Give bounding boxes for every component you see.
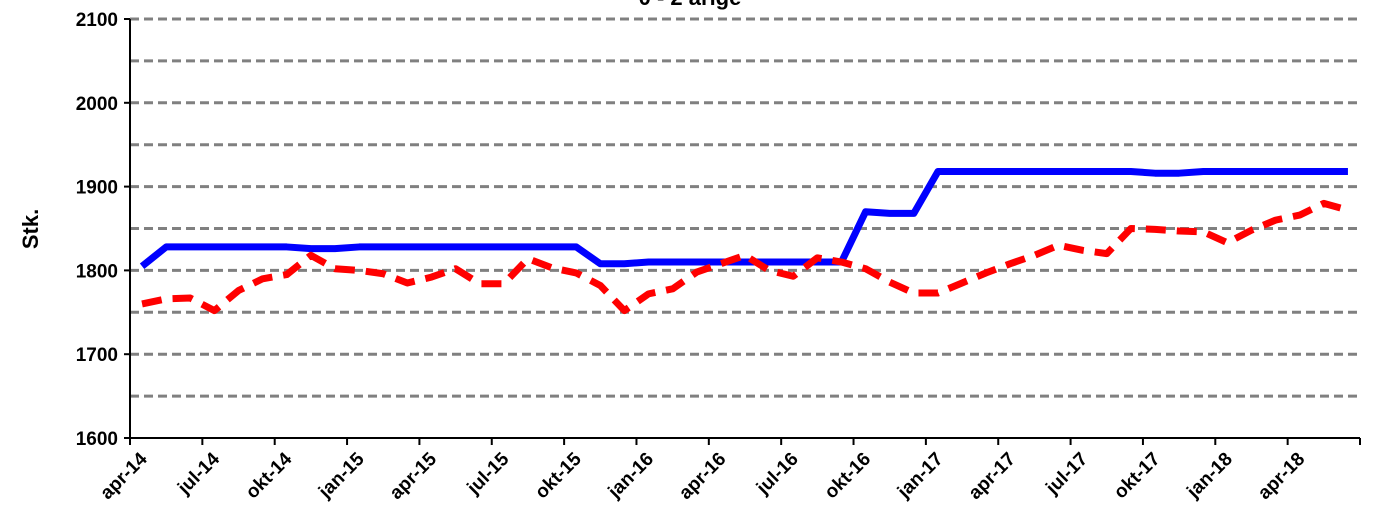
x-tick-label: okt-14 [242, 448, 297, 503]
chart-title: 0 - 2 årige [639, 0, 742, 10]
x-tick-label: jul-15 [463, 448, 514, 499]
x-tick-label: jan-15 [314, 448, 369, 503]
x-tick-label: apr-18 [1254, 449, 1309, 504]
y-axis-label: Stk. [18, 209, 43, 249]
x-tick-label: jul-16 [752, 449, 803, 500]
x-tick-label: okt-15 [531, 448, 586, 503]
series-line [139, 168, 1348, 269]
x-tick-label: jan-16 [604, 449, 658, 503]
x-tick-label: jan-18 [1182, 449, 1236, 503]
y-tick-label: 1600 [76, 429, 118, 450]
x-tick-label: apr-14 [96, 448, 151, 503]
y-tick-label: 2000 [76, 94, 118, 115]
y-tick-label: 2100 [76, 10, 118, 31]
x-tick-label: jul-17 [1042, 449, 1093, 500]
x-tick-label: apr-16 [675, 449, 730, 504]
x-tick-label: okt-16 [821, 449, 875, 503]
series-line [141, 199, 1349, 315]
y-tick-label: 1900 [76, 178, 118, 199]
x-tick-label: okt-17 [1110, 449, 1164, 503]
x-tick-label: jan-17 [893, 449, 947, 503]
x-tick-label: apr-17 [965, 449, 1020, 504]
y-tick-label: 1800 [76, 261, 118, 282]
x-tick-label: jul-14 [173, 448, 224, 499]
y-tick-label: 1700 [76, 345, 118, 366]
x-tick-label: apr-15 [386, 448, 441, 503]
